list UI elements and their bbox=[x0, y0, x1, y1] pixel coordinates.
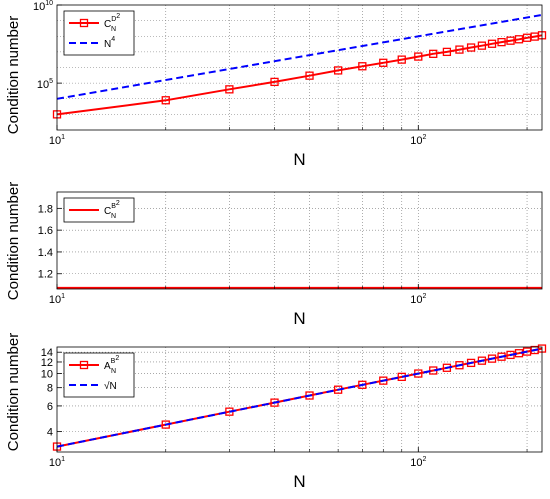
y-axis-label: Condition number bbox=[5, 16, 22, 134]
legend: CD2 N N4 bbox=[63, 10, 135, 56]
data-point-marker bbox=[225, 85, 234, 94]
x-tick-label: 101 bbox=[49, 134, 65, 147]
axes-box bbox=[56, 4, 543, 131]
chart-panel-1: 101 102 105 1010 N Condition number CD2 N N4 bbox=[5, 0, 547, 169]
chart-panel-2: 101 102 1.2 1.4 1.6 1.8 N Condition number CB2 N bbox=[5, 182, 543, 328]
y-tick-label: 1.4 bbox=[38, 247, 53, 259]
x-tick-label: 102 bbox=[410, 293, 426, 306]
legend-label: CD2 N bbox=[104, 13, 120, 33]
data-point-marker bbox=[379, 58, 388, 67]
data-point-marker bbox=[442, 47, 452, 57]
series-line-2 bbox=[56, 347, 543, 448]
y-axis-label: Condition number bbox=[5, 333, 22, 451]
legend-label: CB2 N bbox=[104, 200, 120, 220]
y-tick-label: 14 bbox=[41, 347, 53, 359]
plot-area bbox=[57, 5, 542, 130]
legend-label: AB2 N bbox=[104, 355, 119, 375]
data-point-marker bbox=[506, 36, 515, 45]
x-axis-label: N bbox=[293, 309, 305, 328]
y-tick-label: 1010 bbox=[33, 0, 53, 13]
data-point-marker bbox=[455, 45, 464, 54]
data-point-marker bbox=[487, 39, 497, 48]
y-tick-label: 12 bbox=[41, 357, 53, 369]
x-tick-label: 101 bbox=[49, 293, 65, 306]
data-point-marker bbox=[414, 52, 423, 61]
x-tick-label: 102 bbox=[410, 134, 426, 147]
axes-box bbox=[56, 191, 543, 290]
data-point-marker bbox=[497, 37, 506, 47]
legend-box bbox=[63, 10, 135, 56]
data-point-marker bbox=[397, 55, 406, 64]
data-point-marker bbox=[358, 62, 367, 71]
y-tick-label: 1.8 bbox=[38, 203, 53, 215]
legend-label: N4 bbox=[104, 36, 115, 50]
y-tick-label: 105 bbox=[37, 78, 53, 91]
data-point-marker bbox=[333, 66, 343, 75]
x-tick-label: 102 bbox=[410, 456, 426, 469]
series-line-2 bbox=[56, 13, 543, 100]
x-axis-label: N bbox=[293, 150, 305, 169]
plot-area bbox=[57, 192, 542, 289]
y-tick-label: 6 bbox=[47, 401, 53, 413]
y-tick-label: 8 bbox=[47, 383, 53, 395]
legend-box bbox=[63, 352, 135, 398]
y-axis-label: Condition number bbox=[5, 182, 22, 300]
data-point-marker bbox=[522, 33, 532, 42]
data-point-marker bbox=[514, 35, 524, 44]
data-point-marker bbox=[270, 77, 279, 87]
data-point-marker bbox=[477, 41, 487, 50]
series-line-1 bbox=[56, 34, 543, 116]
y-tick-label: 4 bbox=[47, 427, 53, 439]
y-tick-label: 1.2 bbox=[38, 269, 53, 281]
data-point-marker bbox=[429, 49, 438, 58]
axes-box bbox=[56, 346, 543, 453]
y-tick-label: 10 bbox=[41, 369, 53, 381]
x-tick-label: 101 bbox=[49, 456, 65, 469]
data-point-marker bbox=[466, 43, 476, 52]
legend-marker bbox=[79, 18, 89, 28]
legend: CB2 N bbox=[63, 197, 135, 223]
legend: AB2 N √N bbox=[63, 352, 135, 398]
y-tick-label: 1.6 bbox=[38, 225, 53, 237]
legend-label: √N bbox=[104, 380, 117, 392]
legend-marker bbox=[79, 360, 89, 370]
x-axis-label: N bbox=[293, 472, 305, 491]
data-point-marker bbox=[161, 96, 170, 105]
data-point-marker bbox=[305, 71, 314, 80]
